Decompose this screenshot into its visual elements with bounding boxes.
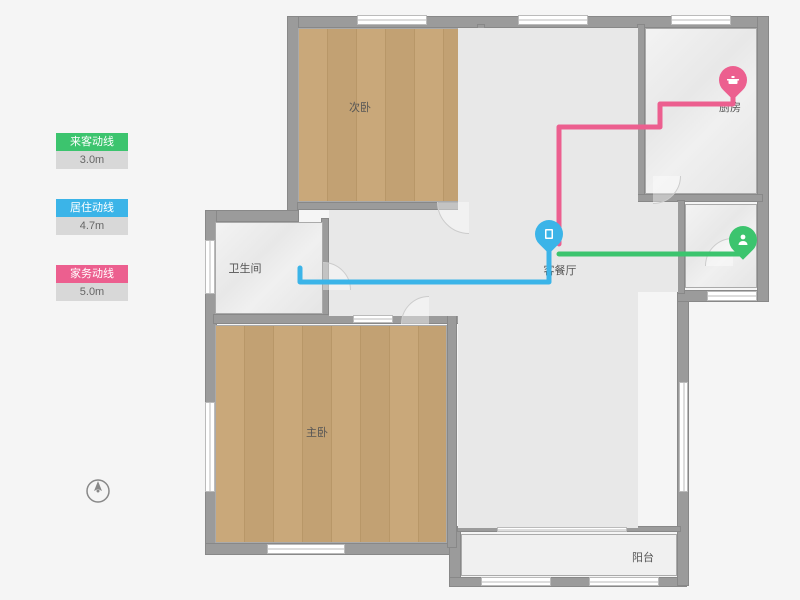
room-secondary-bedroom xyxy=(298,28,478,202)
marker-chore xyxy=(719,66,747,100)
person-icon xyxy=(736,233,750,247)
legend-label: 居住动线 xyxy=(56,199,128,217)
room-living-dining-ext xyxy=(329,210,459,316)
room-living-dining xyxy=(458,28,638,528)
window xyxy=(518,15,588,25)
room-label: 阳台 xyxy=(632,549,654,565)
window xyxy=(481,577,551,586)
window xyxy=(353,315,393,323)
window xyxy=(267,544,345,554)
room-label: 卫生间 xyxy=(229,260,262,276)
room-label: 次卧 xyxy=(349,99,371,115)
room-master-bedroom xyxy=(215,325,447,543)
compass-icon xyxy=(85,478,111,504)
legend-label: 家务动线 xyxy=(56,265,128,283)
legend-value: 5.0m xyxy=(56,283,128,301)
window xyxy=(357,15,427,25)
marker-guest xyxy=(729,226,757,260)
window xyxy=(497,527,627,532)
room-label: 主卧 xyxy=(306,424,328,440)
legend-item-chore: 家务动线 5.0m xyxy=(56,265,128,301)
marker-living xyxy=(535,220,563,254)
floor-plan: 次卧 卫生间 主卧 客餐厅 厨房 阳台 xyxy=(205,12,775,587)
wall-exterior xyxy=(205,210,299,222)
room-label: 厨房 xyxy=(719,99,741,115)
legend-item-living: 居住动线 4.7m xyxy=(56,199,128,235)
pot-icon xyxy=(726,73,740,87)
window xyxy=(671,15,731,25)
wall-interior xyxy=(677,200,685,294)
legend-value: 4.7m xyxy=(56,217,128,235)
room-label: 客餐厅 xyxy=(544,262,577,278)
room-entry xyxy=(638,202,678,292)
window xyxy=(679,382,688,492)
window xyxy=(205,402,215,492)
legend-value: 3.0m xyxy=(56,151,128,169)
legend: 来客动线 3.0m 居住动线 4.7m 家务动线 5.0m xyxy=(56,133,128,331)
legend-label: 来客动线 xyxy=(56,133,128,151)
door-icon xyxy=(542,227,556,241)
window xyxy=(205,240,215,294)
wall-interior xyxy=(637,24,645,200)
window xyxy=(589,577,659,586)
window xyxy=(707,291,757,301)
wall-exterior xyxy=(757,16,769,302)
wall-interior xyxy=(447,314,457,548)
legend-item-guest: 来客动线 3.0m xyxy=(56,133,128,169)
